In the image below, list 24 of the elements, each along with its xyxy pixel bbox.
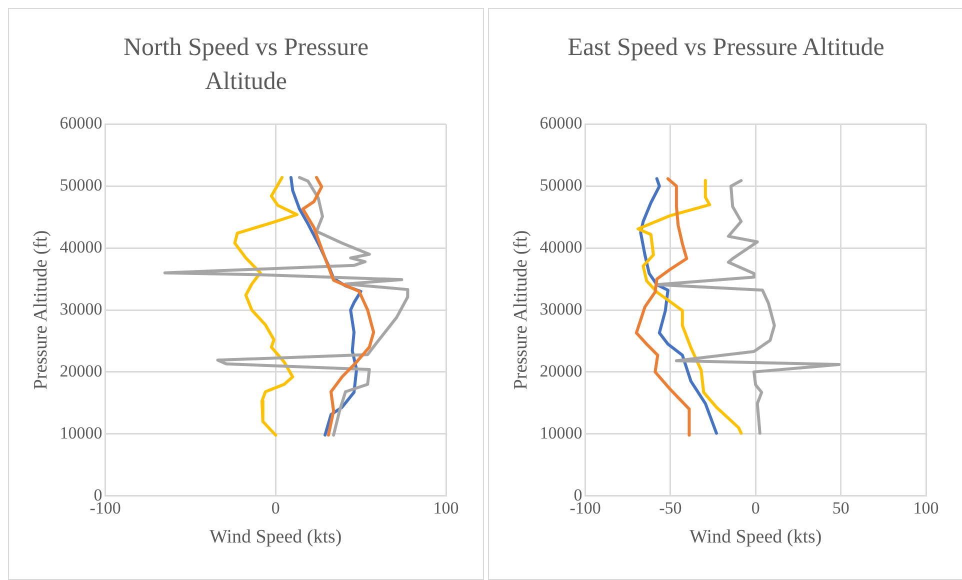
y-tick-label: 10000: [60, 423, 102, 442]
x-tick-label: 100: [913, 498, 939, 518]
x-tick-label: -50: [659, 498, 682, 518]
y-tick-label: 10000: [540, 423, 582, 442]
x-tick-label: 50: [832, 498, 850, 518]
x-axis-title: Wind Speed (kts): [690, 526, 822, 548]
y-tick-label: 20000: [60, 361, 102, 380]
y-axis-title: Pressure Altitude (ft): [30, 230, 52, 390]
y-axis-title: Pressure Altitude (ft): [510, 230, 532, 390]
y-tick-label: 40000: [540, 238, 582, 257]
y-tick-label: 20000: [540, 361, 582, 380]
y-tick-label: 60000: [60, 114, 102, 133]
x-tick-label: 0: [751, 498, 760, 518]
x-tick-label: 100: [433, 498, 459, 518]
y-tick-label: 50000: [540, 176, 582, 195]
y-tick-label: 30000: [60, 299, 102, 318]
x-axis-title: Wind Speed (kts): [210, 526, 342, 548]
y-tick-label: 60000: [540, 114, 582, 133]
y-tick-label: 50000: [60, 176, 102, 195]
chart-title: East Speed vs Pressure Altitude: [566, 33, 886, 63]
y-tick-label: 30000: [540, 299, 582, 318]
y-tick-label: 40000: [60, 238, 102, 257]
x-tick-label: 0: [271, 498, 280, 518]
chart-title: North Speed vs Pressure Altitude: [122, 33, 370, 97]
